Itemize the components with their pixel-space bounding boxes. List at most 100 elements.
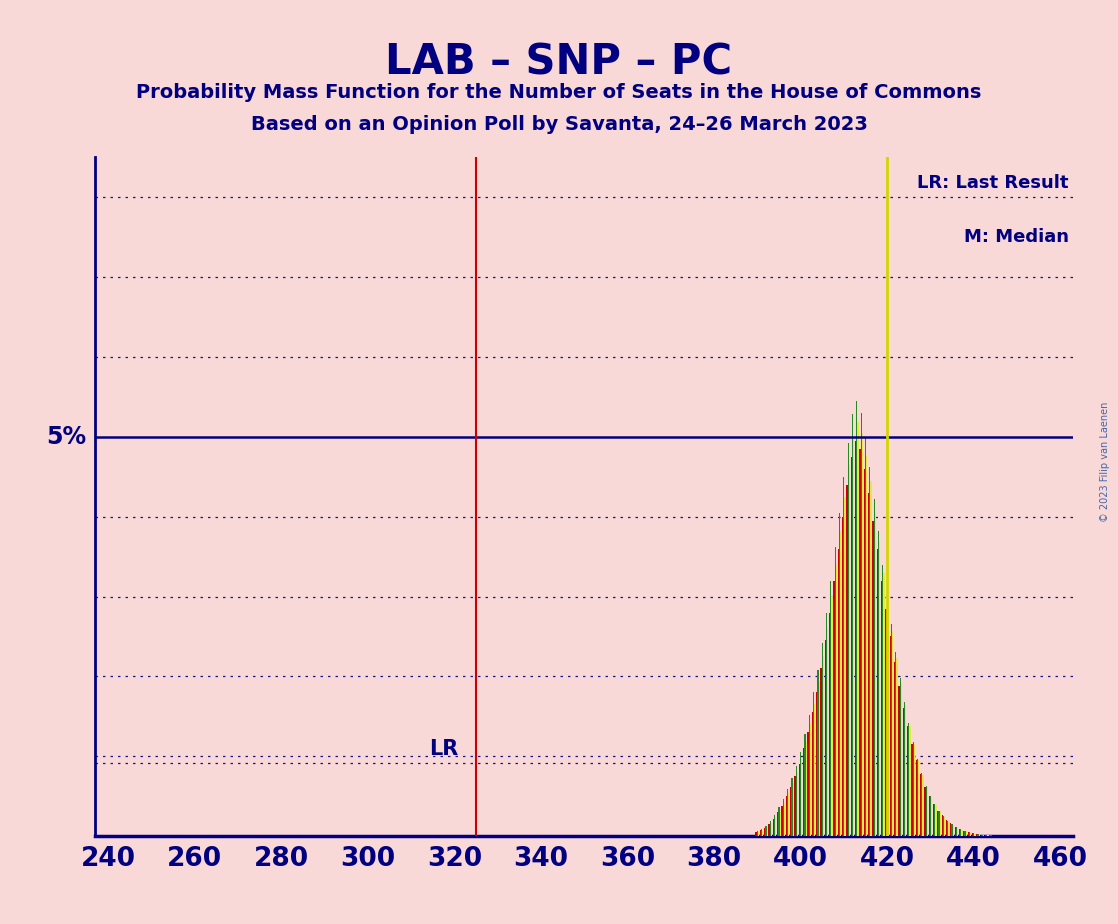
- Bar: [818, 682, 819, 836]
- Bar: [836, 565, 837, 836]
- Bar: [901, 683, 902, 836]
- Bar: [861, 413, 862, 836]
- Bar: [891, 625, 892, 836]
- Bar: [783, 799, 784, 836]
- Bar: [771, 823, 773, 836]
- Bar: [937, 810, 938, 836]
- Bar: [967, 833, 969, 836]
- Text: LR: Last Result: LR: Last Result: [918, 174, 1069, 192]
- Bar: [777, 812, 778, 836]
- Bar: [909, 726, 911, 836]
- Bar: [775, 817, 776, 836]
- Bar: [816, 692, 817, 836]
- Text: LAB – SNP – PC: LAB – SNP – PC: [386, 42, 732, 83]
- Bar: [903, 702, 906, 836]
- Bar: [877, 549, 878, 836]
- Text: LR: LR: [429, 738, 458, 759]
- Bar: [917, 759, 918, 836]
- Bar: [983, 834, 984, 836]
- Bar: [973, 833, 974, 836]
- Bar: [758, 833, 759, 836]
- Bar: [832, 597, 833, 836]
- Bar: [920, 774, 921, 836]
- Bar: [916, 760, 917, 836]
- Bar: [871, 481, 872, 836]
- Bar: [902, 709, 903, 836]
- Bar: [925, 786, 926, 836]
- Bar: [881, 580, 882, 836]
- Bar: [965, 831, 966, 836]
- Bar: [762, 830, 764, 836]
- Bar: [974, 833, 976, 836]
- Bar: [959, 829, 960, 836]
- Text: Probability Mass Function for the Number of Seats in the House of Commons: Probability Mass Function for the Number…: [136, 83, 982, 103]
- Bar: [970, 833, 972, 836]
- Text: © 2023 Filip van Laenen: © 2023 Filip van Laenen: [1100, 402, 1109, 522]
- Bar: [796, 766, 797, 836]
- Bar: [798, 764, 800, 836]
- Bar: [908, 723, 909, 836]
- Bar: [840, 531, 842, 836]
- Bar: [860, 449, 861, 836]
- Bar: [805, 742, 807, 836]
- Text: 5%: 5%: [46, 425, 86, 449]
- Bar: [856, 401, 858, 836]
- Bar: [912, 742, 913, 836]
- Bar: [831, 580, 832, 836]
- Bar: [953, 825, 954, 836]
- Bar: [946, 821, 947, 836]
- Bar: [825, 640, 826, 836]
- Bar: [906, 705, 907, 836]
- Bar: [887, 595, 888, 836]
- Bar: [869, 468, 871, 836]
- Bar: [922, 774, 923, 836]
- Bar: [978, 834, 979, 836]
- Bar: [802, 759, 803, 836]
- Bar: [822, 643, 823, 836]
- Bar: [821, 668, 822, 836]
- Bar: [792, 778, 793, 836]
- Bar: [960, 830, 961, 836]
- Bar: [814, 703, 815, 836]
- Bar: [766, 826, 767, 836]
- Bar: [941, 816, 942, 836]
- Bar: [913, 745, 915, 836]
- Bar: [868, 492, 869, 836]
- Bar: [955, 827, 956, 836]
- Bar: [926, 786, 927, 836]
- Bar: [969, 833, 970, 836]
- Bar: [846, 485, 847, 836]
- Bar: [827, 627, 828, 836]
- Bar: [892, 631, 893, 836]
- Bar: [847, 444, 849, 836]
- Bar: [833, 580, 835, 836]
- Bar: [936, 805, 937, 836]
- Bar: [757, 832, 758, 836]
- Bar: [977, 834, 978, 836]
- Bar: [778, 808, 779, 836]
- Bar: [940, 811, 941, 836]
- Bar: [826, 613, 827, 836]
- Bar: [760, 830, 761, 836]
- Bar: [804, 734, 805, 836]
- Bar: [858, 422, 859, 836]
- Bar: [882, 565, 883, 836]
- Bar: [883, 574, 884, 836]
- Bar: [851, 456, 852, 836]
- Bar: [879, 541, 880, 836]
- Bar: [911, 745, 912, 836]
- Bar: [890, 637, 891, 836]
- Bar: [812, 712, 813, 836]
- Bar: [803, 748, 804, 836]
- Bar: [888, 602, 889, 836]
- Bar: [788, 793, 789, 836]
- Bar: [823, 656, 824, 836]
- Bar: [930, 796, 931, 836]
- Bar: [849, 465, 850, 836]
- Bar: [899, 686, 900, 836]
- Bar: [786, 796, 787, 836]
- Bar: [947, 821, 948, 836]
- Bar: [935, 804, 936, 836]
- Bar: [927, 787, 928, 836]
- Bar: [964, 831, 965, 836]
